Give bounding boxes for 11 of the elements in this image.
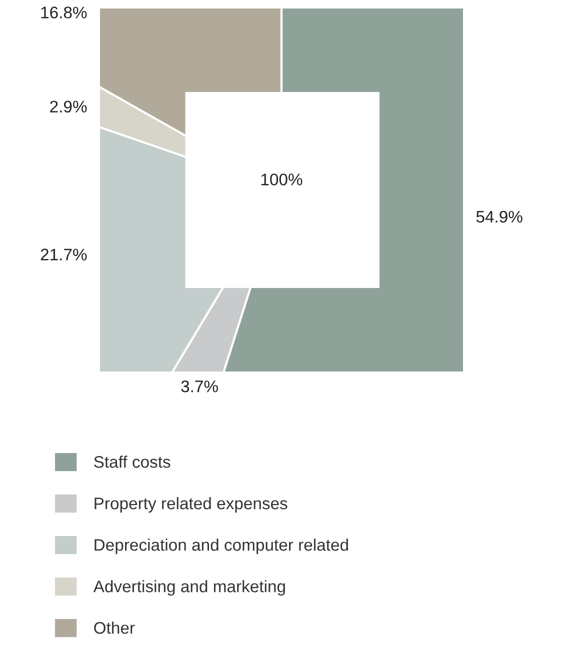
data-label: 2.9%	[50, 100, 87, 113]
legend-label: Other	[94, 622, 135, 634]
data-label: 3.7%	[181, 380, 218, 392]
data-label: 54.9%	[476, 210, 522, 223]
data-label: 21.7%	[40, 248, 87, 260]
legend-label: Depreciation and computer related	[94, 538, 348, 554]
legend-label: Property related expenses	[94, 497, 288, 513]
legend-label: Staff costs	[94, 456, 170, 468]
text: 100%	[261, 174, 302, 186]
data-label: 16.8%	[41, 6, 87, 18]
legend-label: Advertising and marketing	[93, 580, 285, 596]
